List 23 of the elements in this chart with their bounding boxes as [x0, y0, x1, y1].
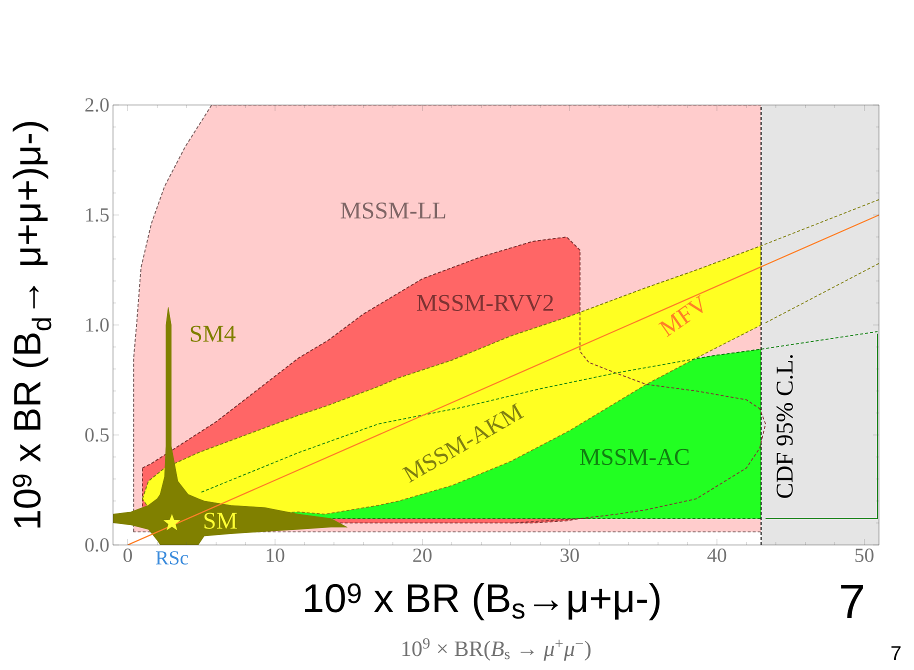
x-tick-label: 20 [413, 548, 432, 562]
y-tick-label: 2.0 [85, 98, 109, 112]
series-label: SM [204, 512, 237, 529]
series-label: SM4 [190, 326, 236, 342]
y-tick-label: 0.5 [85, 428, 109, 442]
text: 10$^{9}$ x BR (B$_{s}$→μ+μ-) [305, 583, 660, 620]
x-tick-label: 50 [855, 548, 874, 562]
y-tick-label: 0.0 [85, 538, 109, 552]
series-label: MSSM-RVV2 [416, 294, 553, 312]
y-tick-label: 1.5 [86, 208, 109, 222]
text: MSSM-AC [580, 448, 689, 466]
x-tick-label: 0 [124, 548, 132, 562]
x-tick-label: 30 [560, 548, 579, 562]
text: MSSM-LL [340, 202, 446, 219]
band-label: CDF 95% C.L. [776, 355, 793, 498]
y-tick-label: 1.0 [86, 318, 109, 332]
text: RSc [156, 551, 188, 565]
x-tick-label: 10 [266, 548, 284, 562]
text: 7 [841, 584, 863, 618]
text: 10$^{9}$ × BR(B$_{s}$ → μ$^{+}$μ$^{−}$) [402, 638, 591, 661]
y-axis-title: 10$^{9}$ x BR (B$_{d}$→ μ+μ+)μ-) [12, 122, 52, 528]
text: 7 [891, 646, 901, 660]
x-tick-label: 40 [707, 548, 726, 562]
